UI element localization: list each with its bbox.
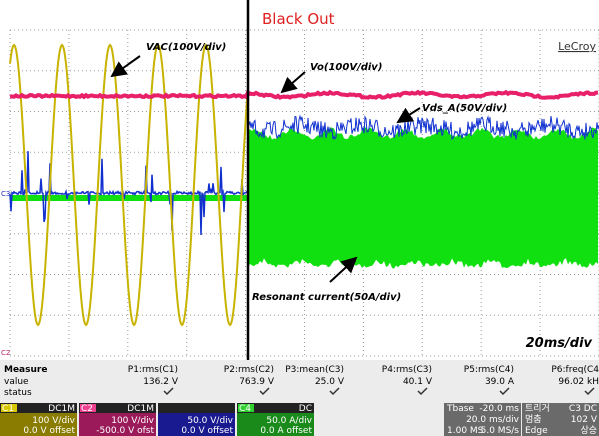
timebase-samples: 1.00 MS [447,426,484,436]
trigger-title: 트리거 [525,403,550,414]
channel-offset: 0.0 A offset [260,426,312,436]
timebase-delay: -20.0 ms [479,404,519,414]
param-value: 40.1 V [403,377,433,387]
channel-marker: C3 [1,190,10,198]
channel-scale: 50.0 V/div [187,416,233,426]
brand: LeCroy [558,40,596,53]
param-value: 39.0 A [485,377,515,387]
channel-coupling: DC1M [48,404,75,414]
trigger-slope: 상승 [580,425,597,436]
param-name: P1:rms(C1) [128,365,178,375]
param-name: P3:mean(C3) [285,365,344,375]
trigger-source: C3 DC [569,404,597,414]
channel-id: C2 [81,404,93,414]
param-name: P2:rms(C2) [224,365,274,375]
channel-header [158,403,235,413]
channel-scale: 50.0 A/div [266,416,312,426]
row-label: status [4,388,32,398]
param-value: 763.9 V [239,377,275,387]
param-name: P4:rms(C3) [382,365,432,375]
trigger-level: 102 V [571,415,598,425]
timebase-title: Tbase [446,404,474,414]
param-name: P6:freq(C4 [551,365,599,375]
timebase-scale: 20.0 ms/div [466,415,520,425]
row-label: Measure [4,365,47,375]
channel-marker: C2 [1,349,10,357]
current-wave [248,127,598,269]
param-name: P5:rms(C4) [464,365,514,375]
trigger-type: Edge [525,426,548,436]
param-value: 96.02 kH [558,377,599,387]
vds-label: Vds_A(50V/div) [422,103,507,114]
channel-offset: 0.0 V offset [181,426,233,436]
channel-offset: 0.0 V offset [23,426,75,436]
vac-label: VAC(100V/div) [146,42,226,53]
channel-id: C4 [239,404,251,414]
channel-offset: -500.0 V ofst [96,426,154,436]
channel-coupling: DC1M [127,404,154,414]
channel-scale: 100 V/div [32,416,75,426]
page: Black Out LeCroy VAC(100V/div) Vo(100V/d… [0,0,599,436]
timebase-label: 20ms/div [526,336,593,351]
timebase-rate: 5.0 MS/s [481,426,520,436]
scope-screen: Black Out LeCroy VAC(100V/div) Vo(100V/d… [0,0,599,436]
trigger-mode: 멈춤 [525,414,542,425]
current-label: Resonant current(50A/div) [252,292,401,303]
param-value: 136.2 V [143,377,179,387]
param-value: 25.0 V [315,377,345,387]
channel-coupling: DC [299,404,312,414]
vo-label: Vo(100V/div) [310,62,382,73]
blackout-label: Black Out [262,10,335,28]
channel-id: C1 [2,404,14,414]
row-label: value [4,377,29,387]
channel-scale: 100 V/div [111,416,154,426]
